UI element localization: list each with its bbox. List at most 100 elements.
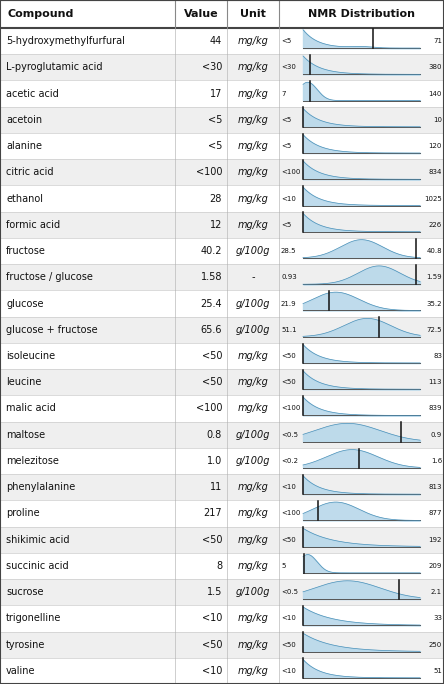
- Bar: [0, 395, 444, 421]
- Text: <10: <10: [281, 484, 296, 490]
- Text: <5: <5: [281, 117, 291, 123]
- Text: citric acid: citric acid: [6, 168, 53, 177]
- Text: 44: 44: [210, 36, 222, 46]
- Text: <30: <30: [281, 64, 296, 70]
- Text: NMR Distribution: NMR Distribution: [308, 9, 415, 19]
- Text: malic acid: malic acid: [6, 404, 56, 414]
- Text: 35.2: 35.2: [427, 300, 442, 306]
- Bar: [0, 448, 444, 474]
- Text: <50: <50: [202, 351, 222, 361]
- Text: mg/kg: mg/kg: [238, 89, 269, 98]
- Text: <10: <10: [202, 666, 222, 676]
- Text: 83: 83: [433, 353, 442, 359]
- Text: <5: <5: [208, 115, 222, 125]
- Text: 72.5: 72.5: [427, 327, 442, 332]
- Text: mg/kg: mg/kg: [238, 220, 269, 230]
- Text: Compound: Compound: [8, 9, 75, 19]
- Text: 28: 28: [210, 194, 222, 204]
- Text: 120: 120: [428, 143, 442, 149]
- Bar: [0, 527, 444, 553]
- Text: 65.6: 65.6: [201, 325, 222, 334]
- Text: acetic acid: acetic acid: [6, 89, 59, 98]
- Text: <50: <50: [202, 640, 222, 650]
- Bar: [0, 579, 444, 605]
- Text: <100: <100: [195, 404, 222, 414]
- Text: 0.8: 0.8: [207, 430, 222, 440]
- Text: <50: <50: [281, 379, 296, 385]
- Text: <5: <5: [208, 141, 222, 151]
- Text: valine: valine: [6, 666, 36, 676]
- Text: glucose + fructose: glucose + fructose: [6, 325, 98, 334]
- Text: 380: 380: [428, 64, 442, 70]
- Text: 2.1: 2.1: [431, 589, 442, 595]
- Text: 250: 250: [429, 642, 442, 648]
- Text: <10: <10: [281, 668, 296, 674]
- Text: 877: 877: [428, 510, 442, 516]
- Bar: [0, 54, 444, 81]
- Bar: [0, 264, 444, 291]
- Text: 5: 5: [281, 563, 285, 569]
- Bar: [0, 107, 444, 133]
- Text: <10: <10: [281, 616, 296, 621]
- Text: 21.9: 21.9: [281, 300, 297, 306]
- Text: 113: 113: [428, 379, 442, 385]
- Text: mg/kg: mg/kg: [238, 141, 269, 151]
- Text: <10: <10: [202, 614, 222, 623]
- Bar: [0, 238, 444, 264]
- Text: 1.6: 1.6: [431, 458, 442, 464]
- Text: mg/kg: mg/kg: [238, 508, 269, 518]
- Text: 51: 51: [433, 668, 442, 674]
- Text: 40.2: 40.2: [201, 246, 222, 256]
- Text: mg/kg: mg/kg: [238, 378, 269, 387]
- Text: glucose: glucose: [6, 298, 44, 308]
- Bar: [0, 159, 444, 185]
- Text: 7: 7: [281, 90, 285, 96]
- Text: 1.58: 1.58: [201, 272, 222, 282]
- Text: g/100g: g/100g: [236, 587, 270, 597]
- Text: 28.5: 28.5: [281, 248, 297, 254]
- Text: mg/kg: mg/kg: [238, 194, 269, 204]
- Text: mg/kg: mg/kg: [238, 561, 269, 571]
- Text: 217: 217: [203, 508, 222, 518]
- Bar: [0, 421, 444, 448]
- Text: g/100g: g/100g: [236, 298, 270, 308]
- Text: mg/kg: mg/kg: [238, 640, 269, 650]
- Text: mg/kg: mg/kg: [238, 482, 269, 492]
- Text: <50: <50: [202, 535, 222, 544]
- Text: -: -: [251, 272, 255, 282]
- Text: <0.5: <0.5: [281, 432, 298, 438]
- Text: <100: <100: [281, 406, 301, 412]
- Text: trigonelline: trigonelline: [6, 614, 61, 623]
- Text: 71: 71: [433, 38, 442, 44]
- Text: 0.93: 0.93: [281, 274, 297, 280]
- Bar: [0, 185, 444, 211]
- Text: mg/kg: mg/kg: [238, 115, 269, 125]
- Text: leucine: leucine: [6, 378, 41, 387]
- Text: phenylalanine: phenylalanine: [6, 482, 75, 492]
- Text: g/100g: g/100g: [236, 325, 270, 334]
- Text: 1025: 1025: [424, 196, 442, 202]
- Text: <5: <5: [281, 222, 291, 228]
- Text: 813: 813: [428, 484, 442, 490]
- Text: <5: <5: [281, 143, 291, 149]
- Text: <30: <30: [202, 62, 222, 73]
- Text: <50: <50: [202, 378, 222, 387]
- Text: shikimic acid: shikimic acid: [6, 535, 70, 544]
- Text: 12: 12: [210, 220, 222, 230]
- Text: g/100g: g/100g: [236, 246, 270, 256]
- Bar: [0, 343, 444, 369]
- Bar: [0, 500, 444, 527]
- Text: ethanol: ethanol: [6, 194, 43, 204]
- Bar: [0, 28, 444, 54]
- Text: maltose: maltose: [6, 430, 45, 440]
- Text: 5-hydroxymethylfurfural: 5-hydroxymethylfurfural: [6, 36, 125, 46]
- Text: <100: <100: [281, 510, 301, 516]
- Text: 1.0: 1.0: [207, 456, 222, 466]
- Bar: [0, 605, 444, 631]
- Text: 11: 11: [210, 482, 222, 492]
- Text: 8: 8: [216, 561, 222, 571]
- Text: melezitose: melezitose: [6, 456, 59, 466]
- Text: Unit: Unit: [240, 9, 266, 19]
- Text: 10: 10: [433, 117, 442, 123]
- Text: <5: <5: [281, 38, 291, 44]
